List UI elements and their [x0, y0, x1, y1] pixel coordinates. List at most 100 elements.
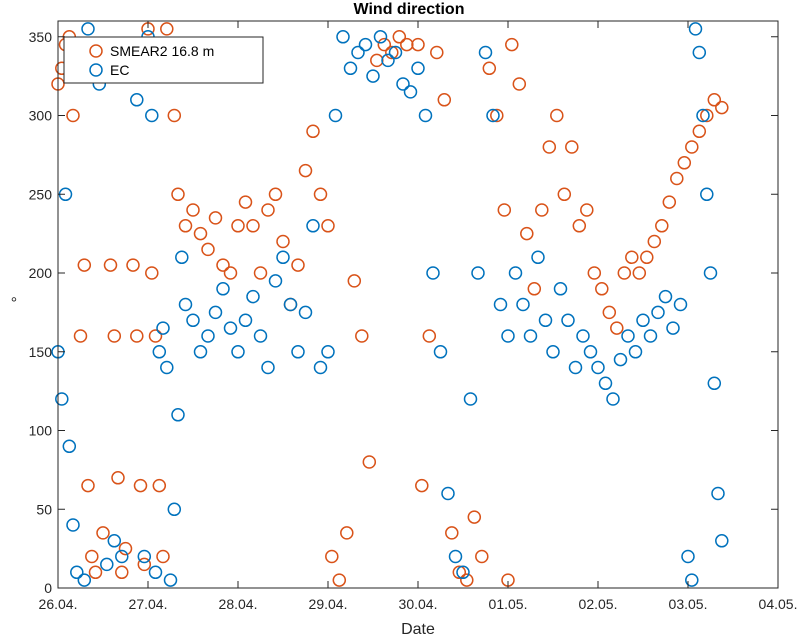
data-point — [77, 573, 92, 587]
x-tick-label: 27.04. — [129, 596, 168, 612]
y-tick-label: 100 — [29, 423, 53, 439]
chart-title: Wind direction — [354, 1, 465, 18]
data-point — [715, 534, 729, 548]
data-point — [403, 85, 418, 99]
data-point — [193, 345, 208, 359]
data-point — [636, 313, 650, 328]
data-point — [520, 226, 534, 241]
data-point — [715, 100, 729, 115]
data-point — [62, 439, 77, 454]
y-tick-label: 200 — [29, 265, 53, 281]
data-point — [152, 478, 167, 493]
x-tick-label: 01.05. — [489, 596, 528, 612]
data-point — [377, 37, 392, 52]
data-point — [313, 187, 328, 202]
data-point — [178, 297, 193, 312]
data-point — [568, 360, 583, 375]
data-point — [340, 526, 354, 540]
data-point — [508, 266, 523, 280]
data-point — [681, 549, 695, 564]
data-point — [276, 250, 290, 265]
data-point — [216, 258, 230, 272]
data-point — [670, 171, 684, 186]
data-point — [538, 313, 553, 328]
data-point — [77, 258, 92, 272]
data-point — [148, 565, 163, 580]
data-point — [625, 250, 639, 265]
x-tick-label: 28.04. — [219, 596, 258, 612]
data-point — [527, 282, 542, 296]
data-point — [186, 313, 200, 328]
data-point — [557, 187, 572, 202]
data-point — [126, 258, 140, 272]
data-point — [201, 242, 215, 257]
data-point — [418, 108, 433, 123]
data-point — [463, 392, 478, 406]
data-point — [103, 258, 118, 272]
data-point — [156, 321, 170, 335]
data-point — [115, 565, 129, 580]
data-point — [381, 53, 395, 68]
x-tick-label: 29.04. — [309, 596, 348, 612]
data-point — [55, 392, 69, 406]
data-point — [441, 486, 455, 501]
data-point — [415, 478, 429, 493]
data-point — [400, 37, 414, 52]
y-axis-label: ° — [11, 295, 17, 312]
data-point — [160, 22, 174, 36]
data-point — [276, 234, 290, 249]
data-point — [115, 549, 129, 564]
data-point — [651, 305, 665, 320]
data-point — [325, 549, 339, 564]
data-point — [130, 329, 144, 343]
data-point — [700, 108, 714, 123]
points-layer — [51, 22, 729, 587]
data-point — [231, 219, 245, 233]
data-point — [685, 573, 699, 587]
data-point — [313, 360, 328, 375]
data-point — [321, 219, 335, 233]
data-point — [186, 203, 200, 217]
legend: SMEAR2 16.8 m EC — [63, 36, 264, 84]
data-point — [167, 502, 182, 517]
data-point — [606, 392, 620, 406]
data-point — [388, 45, 403, 60]
data-point — [696, 108, 710, 123]
data-point — [107, 534, 122, 548]
data-point — [610, 321, 624, 335]
data-point — [613, 352, 628, 367]
legend-label-smear2: SMEAR2 16.8 m — [110, 43, 214, 59]
data-point — [430, 45, 444, 60]
data-point — [298, 305, 313, 320]
data-point — [283, 297, 298, 312]
data-point — [692, 124, 707, 139]
data-point — [306, 124, 320, 139]
data-point — [130, 93, 144, 107]
x-tick-label: 03.05. — [669, 596, 708, 612]
data-point — [640, 250, 654, 265]
data-point — [253, 329, 268, 343]
data-point — [531, 250, 545, 265]
data-point — [201, 329, 215, 343]
data-point — [268, 187, 283, 202]
data-point — [358, 37, 373, 52]
data-point — [546, 345, 560, 359]
data-point — [523, 329, 538, 343]
legend-label-ec: EC — [110, 62, 129, 78]
data-point — [490, 108, 504, 123]
data-point — [572, 219, 587, 233]
data-point — [156, 549, 170, 564]
data-point — [96, 526, 110, 540]
data-point — [223, 266, 238, 280]
data-point — [662, 195, 677, 209]
data-point — [70, 565, 84, 580]
data-point — [133, 478, 148, 493]
data-point — [208, 305, 223, 320]
data-point — [452, 565, 467, 580]
data-point — [118, 541, 133, 556]
data-point — [456, 565, 470, 580]
data-point — [373, 30, 388, 44]
data-point — [145, 266, 159, 280]
data-point — [223, 321, 238, 335]
data-point — [505, 37, 519, 52]
